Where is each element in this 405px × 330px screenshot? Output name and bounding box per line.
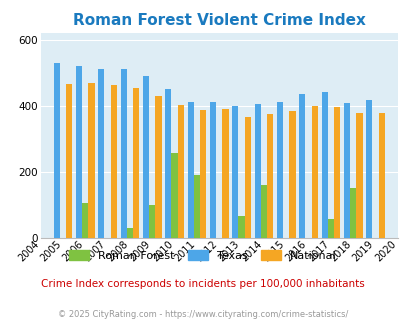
Bar [343,103,349,238]
Bar [209,102,215,238]
Bar [311,106,317,238]
Bar [76,66,82,238]
Text: © 2025 CityRating.com - https://www.cityrating.com/crime-statistics/: © 2025 CityRating.com - https://www.city… [58,310,347,319]
Bar [155,96,161,238]
Bar [327,219,333,238]
Bar [82,203,88,238]
Bar [98,69,104,238]
Bar [289,111,295,238]
Bar [349,188,356,238]
Bar [143,76,149,238]
Bar [356,113,362,238]
Bar [187,102,193,238]
Bar [222,109,228,238]
Bar [321,92,327,238]
Bar [171,153,177,238]
Bar [133,88,139,238]
Bar [120,69,126,238]
Bar [149,205,155,238]
Bar [66,84,72,238]
Title: Roman Forest Violent Crime Index: Roman Forest Violent Crime Index [72,13,365,28]
Bar [111,85,117,238]
Bar [254,104,260,238]
Bar [276,102,282,238]
Bar [177,105,183,238]
Bar [365,100,371,238]
Bar [238,216,244,238]
Bar [126,228,133,238]
Bar [298,94,305,238]
Bar [260,185,266,238]
Bar [193,175,200,238]
Bar [266,114,273,238]
Bar [244,117,250,238]
Bar [53,63,60,238]
Bar [165,89,171,238]
Bar [88,82,94,238]
Bar [200,110,206,238]
Text: Crime Index corresponds to incidents per 100,000 inhabitants: Crime Index corresponds to incidents per… [41,279,364,289]
Bar [378,113,384,238]
Bar [333,107,339,238]
Bar [232,106,238,238]
Legend: Roman Forest, Texas, National: Roman Forest, Texas, National [69,250,336,260]
